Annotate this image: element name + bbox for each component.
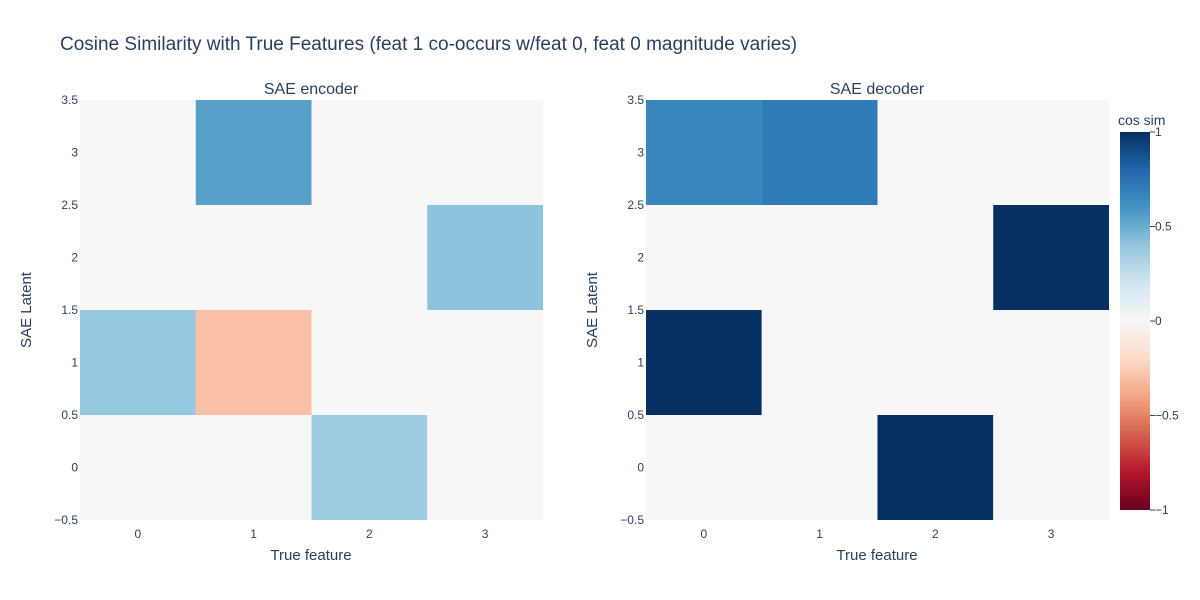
x-tick-label-decoder: 2 — [932, 527, 939, 541]
colorbar-gradient — [1120, 132, 1150, 510]
heatmap-cell-decoder-r3-c0 — [646, 100, 762, 205]
x-tick-label-encoder: 1 — [250, 527, 257, 541]
x-axis-label-encoder: True feature — [270, 547, 351, 564]
heatmap-cell-encoder-r1-c3 — [427, 310, 543, 415]
subplot-title-decoder: SAE decoder — [830, 81, 925, 98]
heatmap-cell-encoder-r1-c1 — [195, 310, 312, 415]
colorbar-tick-label: 0.5 — [1155, 220, 1172, 234]
y-axis-label-encoder: SAE Latent — [18, 271, 35, 348]
colorbar-tick-label: −1 — [1155, 503, 1169, 517]
y-tick-label-encoder: 3 — [71, 146, 78, 160]
heatmap-cell-encoder-r2-c1 — [195, 205, 312, 310]
heatmap-cell-encoder-r2-c2 — [311, 205, 428, 310]
y-tick-label-decoder: 0.5 — [627, 408, 644, 422]
x-tick-label-encoder: 3 — [482, 527, 489, 541]
heatmap-cell-encoder-r2-c3 — [427, 205, 543, 310]
y-tick-label-encoder: 0.5 — [61, 408, 78, 422]
heatmap-cell-encoder-r1-c2 — [311, 310, 428, 415]
heatmap-cell-encoder-r3-c3 — [427, 100, 543, 205]
x-axis-label-decoder: True feature — [836, 547, 917, 564]
y-tick-label-encoder: 0 — [71, 461, 78, 475]
heatmap-cell-encoder-r0-c3 — [427, 415, 543, 520]
x-tick-label-decoder: 3 — [1048, 527, 1055, 541]
heatmap-cell-decoder-r3-c3 — [993, 100, 1109, 205]
y-tick-label-decoder: 1.5 — [627, 303, 644, 317]
x-tick-label-encoder: 2 — [366, 527, 373, 541]
x-tick-label-encoder: 0 — [135, 527, 142, 541]
y-tick-label-encoder: 2.5 — [61, 198, 78, 212]
heatmap-cell-encoder-r0-c0 — [80, 415, 196, 520]
y-tick-label-decoder: 2.5 — [627, 198, 644, 212]
heatmap-cell-decoder-r0-c3 — [993, 415, 1109, 520]
heatmap-cell-encoder-r2-c0 — [80, 205, 196, 310]
heatmap-cell-encoder-r3-c0 — [80, 100, 196, 205]
heatmap-cell-encoder-r3-c1 — [195, 100, 312, 205]
heatmap-cell-decoder-r0-c1 — [761, 415, 878, 520]
heatmap-cell-decoder-r2-c2 — [877, 205, 994, 310]
colorbar-tick-label: −0.5 — [1155, 409, 1179, 423]
colorbar-title: cos sim — [1118, 112, 1165, 128]
heatmap-cell-decoder-r1-c3 — [993, 310, 1109, 415]
x-tick-label-decoder: 0 — [701, 527, 708, 541]
heatmap-cell-decoder-r2-c3 — [993, 205, 1109, 310]
heatmap-cell-encoder-r1-c0 — [80, 310, 196, 415]
heatmap-decoder: SAE decoder True feature SAE Latent 0 1 2 3… — [584, 81, 1109, 564]
heatmap-cell-decoder-r1-c1 — [761, 310, 878, 415]
heatmap-cell-decoder-r3-c1 — [761, 100, 878, 205]
colorbar-tick-label: 0 — [1155, 314, 1162, 328]
y-tick-label-decoder: 2 — [637, 251, 644, 265]
colorbar-tick-label: 1 — [1155, 125, 1162, 139]
colorbar: cos sim 1 0.5 0 −0.5 −1 — [1118, 112, 1179, 517]
heatmap-cell-decoder-r3-c2 — [877, 100, 994, 205]
y-tick-label-encoder: 3.5 — [61, 93, 78, 107]
y-tick-label-decoder: 0 — [637, 461, 644, 475]
x-tick-label-decoder: 1 — [816, 527, 823, 541]
heatmap-cell-decoder-r0-c0 — [646, 415, 762, 520]
y-tick-label-decoder: 3 — [637, 146, 644, 160]
y-tick-label-encoder: 1.5 — [61, 303, 78, 317]
y-tick-label-encoder: −0.5 — [54, 513, 78, 527]
heatmap-cell-decoder-r1-c2 — [877, 310, 994, 415]
heatmap-cell-encoder-r0-c2 — [311, 415, 428, 520]
heatmap-cell-decoder-r0-c2 — [877, 415, 994, 520]
heatmap-cell-encoder-r3-c2 — [311, 100, 428, 205]
chart-title: Cosine Similarity with True Features (fe… — [60, 34, 797, 55]
y-tick-label-decoder: 3.5 — [627, 93, 644, 107]
subplot-title-encoder: SAE encoder — [264, 81, 359, 98]
heatmap-cell-decoder-r2-c1 — [761, 205, 878, 310]
y-tick-label-decoder: −0.5 — [620, 513, 644, 527]
heatmap-cell-decoder-r1-c0 — [646, 310, 762, 415]
y-tick-label-encoder: 1 — [71, 356, 78, 370]
y-tick-label-encoder: 2 — [71, 251, 78, 265]
heatmap-cell-encoder-r0-c1 — [195, 415, 312, 520]
heatmap-encoder: SAE encoder True feature SAE Latent 0 1 2 3… — [18, 81, 543, 564]
y-tick-label-decoder: 1 — [637, 356, 644, 370]
heatmap-cell-decoder-r2-c0 — [646, 205, 762, 310]
y-axis-label-decoder: SAE Latent — [584, 271, 601, 348]
